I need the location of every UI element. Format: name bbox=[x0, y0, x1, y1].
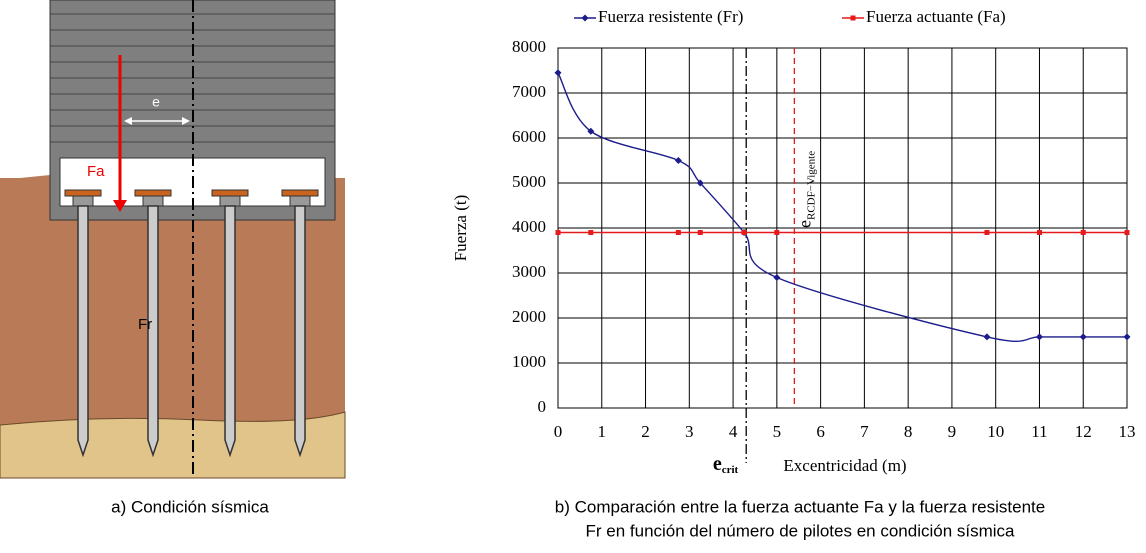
marker bbox=[674, 157, 682, 164]
marker bbox=[588, 230, 594, 235]
legend-label: Fuerza resistente (Fr) bbox=[598, 7, 743, 26]
pile-cap bbox=[64, 189, 102, 197]
y-tick-label: 5000 bbox=[512, 172, 546, 191]
marker bbox=[1123, 333, 1131, 341]
annotation-text: e bbox=[713, 453, 722, 475]
marker bbox=[1124, 230, 1130, 235]
pile bbox=[77, 205, 89, 458]
x-axis-label: Excentricidad (m) bbox=[783, 456, 906, 475]
x-tick-label: 10 bbox=[987, 422, 1004, 441]
annotation: eRCDF−Vigente bbox=[794, 151, 816, 228]
x-tick-label: 2 bbox=[641, 422, 650, 441]
marker bbox=[1035, 333, 1043, 341]
marker bbox=[984, 230, 990, 235]
y-tick-label: 8000 bbox=[512, 37, 546, 56]
sand-layer bbox=[0, 411, 346, 479]
marker bbox=[1036, 230, 1042, 235]
x-tick-label: 4 bbox=[729, 422, 738, 441]
marker bbox=[697, 230, 703, 235]
x-tick-label: 11 bbox=[1031, 422, 1047, 441]
annotation: ecrit bbox=[713, 453, 739, 476]
y-tick-label: 7000 bbox=[512, 82, 546, 101]
marker bbox=[741, 230, 747, 235]
pile-head bbox=[72, 195, 94, 207]
pile-cap bbox=[211, 189, 249, 197]
x-tick-label: 0 bbox=[554, 422, 563, 441]
y-tick-label: 4000 bbox=[512, 217, 546, 236]
fa-label: Fa bbox=[87, 163, 105, 180]
marker bbox=[1079, 333, 1087, 341]
marker bbox=[696, 179, 704, 187]
y-tick-label: 6000 bbox=[512, 127, 546, 146]
e-label: e bbox=[152, 94, 160, 110]
y-tick-label: 2000 bbox=[512, 307, 546, 326]
series-line bbox=[557, 72, 1127, 342]
x-tick-label: 5 bbox=[773, 422, 782, 441]
caption: b) Comparación entre la fuerza actuante … bbox=[555, 497, 1045, 516]
marker bbox=[554, 69, 562, 77]
marker bbox=[675, 230, 681, 235]
pile-cap bbox=[134, 189, 172, 197]
pile bbox=[294, 205, 306, 458]
marker bbox=[555, 230, 561, 235]
x-tick-label: 9 bbox=[948, 422, 957, 441]
x-tick-label: 6 bbox=[816, 422, 825, 441]
annotation-text: e bbox=[794, 220, 814, 228]
pile-head bbox=[289, 195, 311, 207]
pile-head bbox=[142, 195, 164, 207]
legend-label: Fuerza actuante (Fa) bbox=[866, 7, 1006, 26]
x-tick-label: 13 bbox=[1119, 422, 1136, 441]
annotation-sub: crit bbox=[722, 464, 739, 476]
pile bbox=[147, 205, 159, 458]
diagram: e Fa Fr bbox=[0, 0, 346, 479]
legend-marker bbox=[581, 14, 589, 22]
pile bbox=[224, 205, 236, 458]
fa-arrow-head bbox=[113, 200, 127, 212]
annotation-sub: RCDF−Vigente bbox=[805, 151, 817, 220]
fr-label: Fr bbox=[138, 316, 152, 333]
x-tick-label: 1 bbox=[598, 422, 607, 441]
caption: Fr en función del número de pilotes en c… bbox=[585, 521, 1015, 540]
caption: a) Condición sísmica bbox=[111, 497, 269, 516]
plot-frame bbox=[557, 47, 1128, 409]
marker bbox=[1080, 230, 1086, 235]
legend-marker bbox=[850, 15, 856, 21]
marker bbox=[773, 274, 781, 281]
marker bbox=[774, 230, 780, 235]
pile-head bbox=[219, 195, 241, 207]
soil-edge bbox=[0, 175, 50, 180]
x-tick-label: 7 bbox=[860, 422, 869, 441]
y-tick-label: 1000 bbox=[512, 352, 546, 371]
marker bbox=[587, 127, 595, 135]
x-tick-label: 12 bbox=[1075, 422, 1092, 441]
x-tick-label: 8 bbox=[904, 422, 913, 441]
x-tick-label: 3 bbox=[685, 422, 694, 441]
y-axis-label: Fuerza (t) bbox=[451, 195, 470, 262]
y-tick-label: 0 bbox=[538, 397, 547, 416]
marker bbox=[983, 333, 991, 341]
pile-cap bbox=[281, 189, 319, 197]
e-arrow-heads bbox=[124, 117, 190, 125]
y-tick-label: 3000 bbox=[512, 262, 546, 281]
